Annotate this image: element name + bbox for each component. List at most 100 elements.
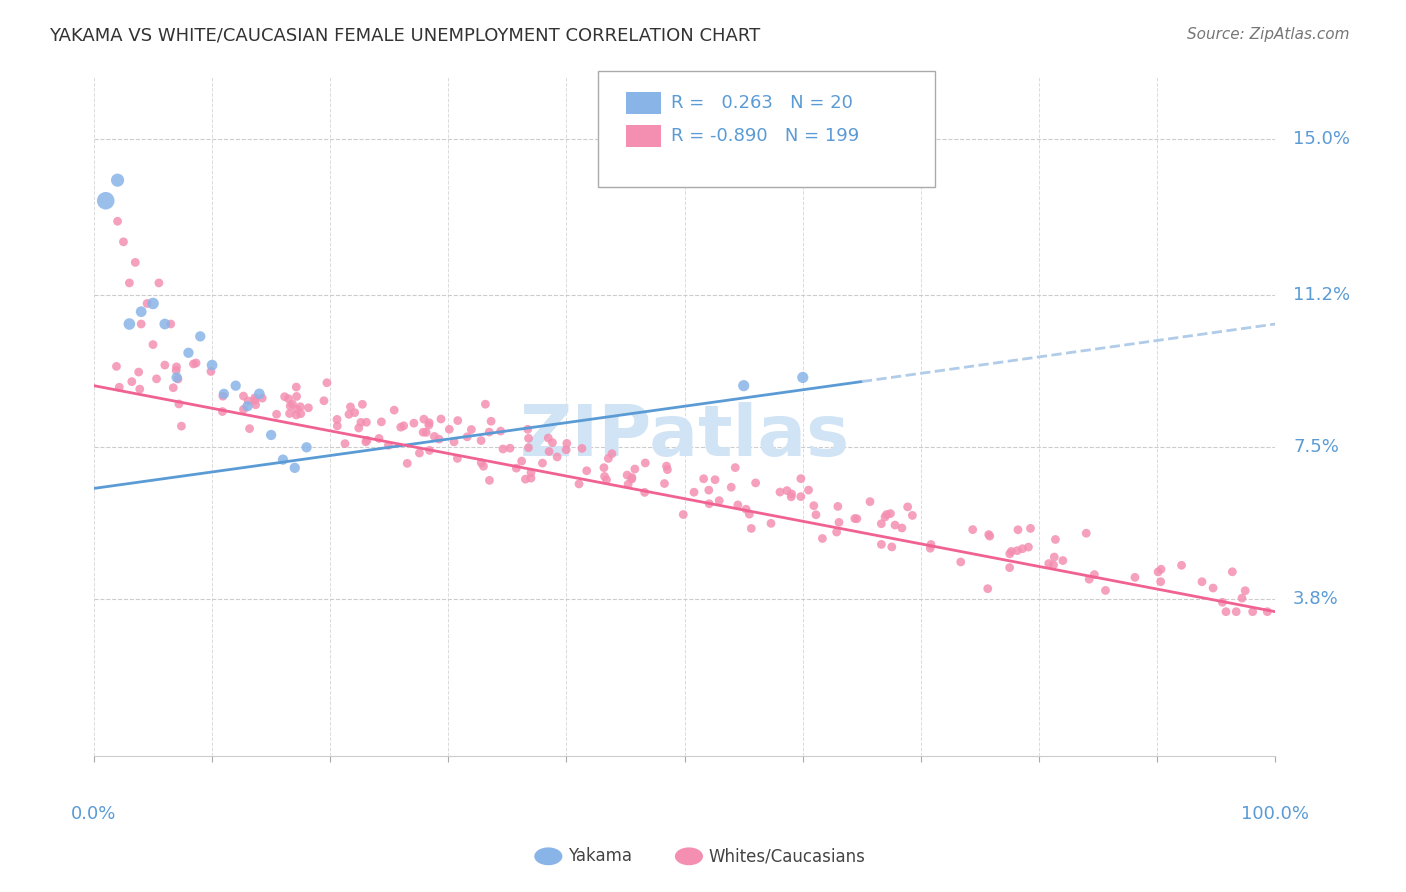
Point (1147, 565, 1170, 579)
Point (402, 416, 425, 430)
Point (423, 429, 446, 443)
Point (697, 497, 720, 511)
Point (617, 477, 640, 491)
Point (697, 483, 720, 497)
Point (520, 466, 543, 480)
Point (121, 375, 143, 389)
Point (447, 413, 470, 427)
Point (271, 452, 294, 467)
Point (845, 512, 868, 526)
Point (873, 510, 896, 524)
Point (128, 382, 150, 396)
Point (598, 451, 620, 466)
Point (880, 540, 903, 554)
Point (797, 483, 820, 497)
Text: 0.0%: 0.0% (72, 805, 117, 822)
Point (828, 516, 851, 530)
Point (479, 414, 502, 428)
Point (811, 532, 834, 546)
Point (337, 408, 360, 422)
Point (876, 508, 898, 522)
Point (1017, 540, 1039, 554)
Point (1211, 595, 1233, 609)
Point (285, 402, 308, 417)
Point (517, 431, 540, 445)
Text: ZIPatlas: ZIPatlas (520, 402, 849, 471)
Point (278, 407, 301, 421)
Point (692, 472, 714, 486)
Point (225, 378, 247, 392)
Point (593, 469, 616, 483)
Point (412, 425, 434, 440)
Point (200, 364, 222, 378)
Point (724, 460, 747, 475)
Point (537, 431, 560, 445)
Point (1191, 574, 1213, 589)
Point (499, 441, 522, 455)
Point (105, 359, 128, 374)
Point (356, 434, 378, 448)
Point (844, 511, 866, 525)
Point (780, 487, 803, 501)
Point (709, 493, 731, 508)
Text: R = -0.890   N = 199: R = -0.890 N = 199 (671, 127, 859, 145)
Point (655, 459, 678, 474)
Point (312, 393, 335, 408)
Point (377, 438, 399, 452)
Point (232, 402, 254, 417)
Point (389, 420, 412, 434)
Point (243, 393, 266, 408)
Point (245, 398, 267, 412)
Point (354, 434, 377, 449)
Point (998, 560, 1021, 574)
Point (418, 418, 440, 433)
Point (1230, 591, 1253, 606)
Point (247, 387, 270, 401)
Point (571, 442, 593, 456)
Point (1045, 533, 1067, 547)
Point (333, 436, 356, 450)
Point (184, 356, 207, 370)
Point (555, 442, 578, 457)
Point (790, 490, 813, 504)
Point (620, 472, 643, 486)
Point (167, 397, 190, 411)
Point (166, 359, 188, 374)
Point (897, 500, 920, 514)
Point (295, 440, 318, 454)
Point (546, 450, 568, 464)
Point (683, 485, 706, 500)
Point (177, 345, 200, 359)
Point (474, 397, 496, 411)
Point (1083, 567, 1105, 582)
Point (1007, 523, 1029, 537)
Point (1225, 605, 1247, 619)
Point (439, 422, 461, 436)
Point (339, 400, 361, 414)
Point (884, 518, 907, 533)
Point (129, 304, 152, 318)
Point (870, 516, 893, 531)
Point (162, 381, 184, 395)
Point (654, 476, 676, 491)
Point (472, 459, 495, 474)
Point (624, 462, 647, 476)
Point (1215, 605, 1237, 619)
Point (1150, 574, 1173, 589)
Point (949, 555, 972, 569)
Point (517, 441, 540, 455)
Point (575, 464, 598, 478)
Point (408, 446, 430, 460)
Point (460, 423, 482, 437)
Point (634, 485, 657, 500)
Text: 3.8%: 3.8% (1294, 591, 1339, 608)
Point (901, 508, 924, 523)
Point (505, 461, 527, 475)
Point (128, 365, 150, 379)
Text: Yakama: Yakama (568, 847, 633, 865)
Point (780, 490, 803, 504)
Point (148, 276, 170, 290)
Point (769, 485, 792, 500)
Point (343, 406, 366, 420)
Point (1005, 543, 1028, 558)
